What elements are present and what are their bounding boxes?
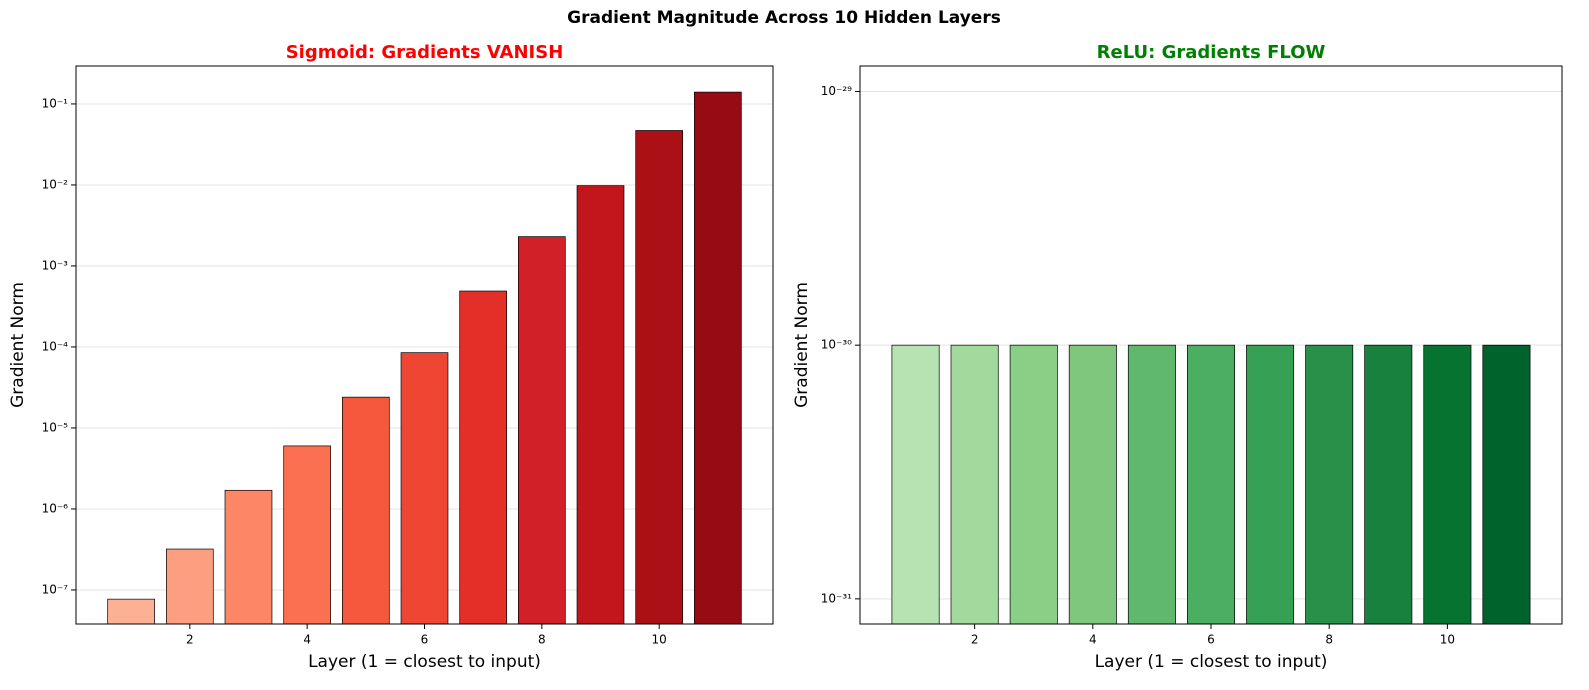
bar [224,489,273,625]
bar [459,290,507,625]
x-axis-label: Layer (1 = closest to input) [1095,652,1328,672]
x-tick-label: 8 [538,633,546,647]
bar [1305,344,1354,625]
x-tick-label: 4 [303,633,311,647]
y-tick-label: 10⁻⁴ [42,339,69,353]
bar [1068,344,1117,625]
y-tick-label: 10⁻⁵ [42,420,69,434]
bar [1009,344,1058,625]
y-tick-label: 10⁻³ [42,258,69,272]
x-tick-label: 2 [186,633,194,647]
y-tick-label: 10⁻⁶ [42,501,69,515]
y-axis-label: Gradient Norm [8,282,28,408]
bar [107,598,155,625]
x-tick-label: 8 [1325,633,1333,647]
x-tick-label: 6 [421,633,429,647]
bar [891,344,940,625]
bar [166,548,214,625]
y-tick-label: 10⁻² [42,177,69,191]
y-tick-label: 10⁻³¹ [821,591,852,605]
x-tick-label: 6 [1207,633,1215,647]
bar [1482,344,1531,625]
bar [1364,344,1413,625]
subplot-title: ReLU: Gradients FLOW [1097,42,1326,63]
x-tick-label: 10 [652,633,667,647]
x-tick-label: 10 [1440,633,1455,647]
bar [694,91,742,625]
subplot-title: Sigmoid: Gradients VANISH [286,42,564,63]
y-tick-label: 10⁻³⁰ [821,338,852,352]
bar [576,185,625,625]
bar [1127,344,1176,625]
plot-frame [75,65,774,625]
bar [1423,344,1472,625]
bar [400,352,449,625]
bar [518,236,566,625]
figure-title: Gradient Magnitude Across 10 Hidden Laye… [567,8,1001,28]
bar [1246,344,1295,625]
x-tick-label: 2 [971,633,979,647]
bar [950,344,999,625]
y-tick-label: 10⁻¹ [42,96,69,110]
bar [1187,344,1235,625]
y-tick-label: 10⁻²⁹ [821,84,852,98]
y-axis-label: Gradient Norm [792,282,812,408]
x-tick-label: 4 [1089,633,1097,647]
x-axis-label: Layer (1 = closest to input) [308,652,541,672]
plot-frame [859,65,1563,625]
y-tick-label: 10⁻⁷ [42,582,69,596]
bar [635,130,683,625]
bar [283,445,331,625]
bar [342,396,390,625]
